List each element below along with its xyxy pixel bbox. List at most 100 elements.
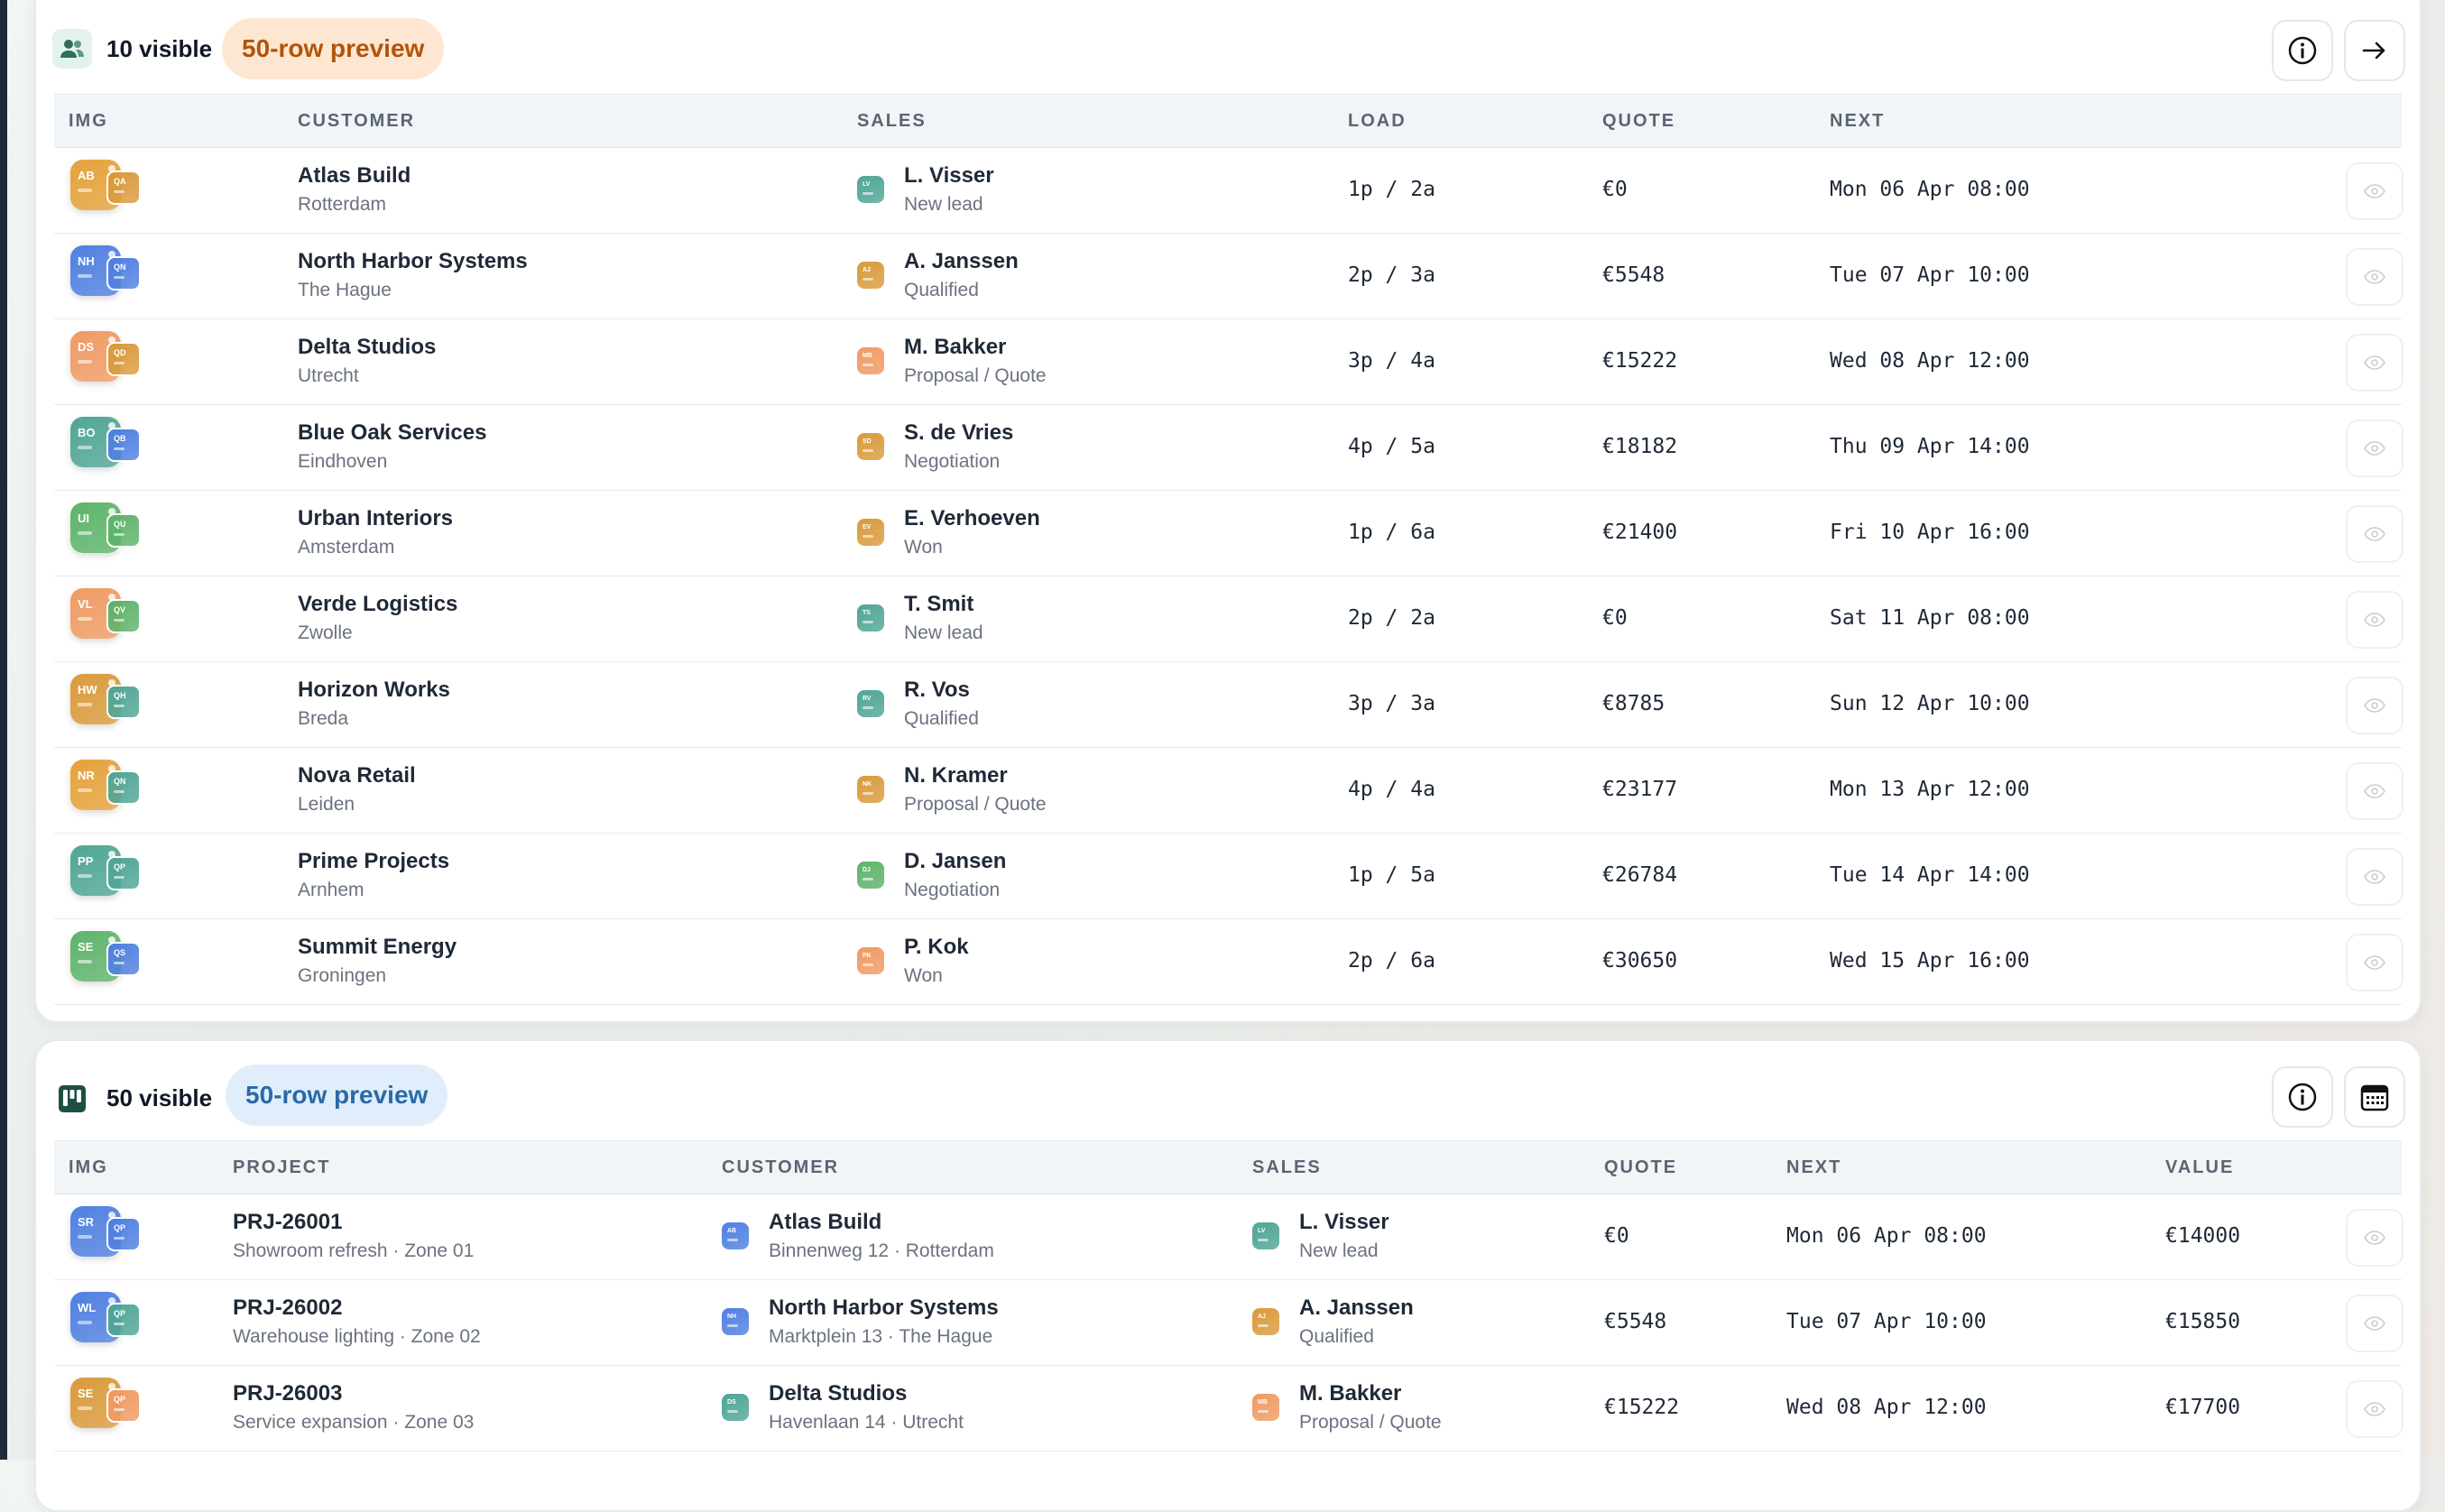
column-header-customer[interactable]: CUSTOMER	[722, 1157, 840, 1177]
customer-name[interactable]: Blue Oak Services	[298, 420, 487, 445]
view-row-button[interactable]	[2346, 677, 2403, 734]
column-header-img: IMG	[69, 111, 108, 131]
thumbnail-secondary-badge: QP	[106, 1303, 141, 1337]
table-row[interactable]: SE QS Summit Energy Groningen PK P. Kok Won 2p …	[54, 918, 2403, 1005]
view-row-button[interactable]	[2346, 334, 2403, 392]
thumbnail-secondary-subline	[114, 533, 125, 536]
row-thumbnail[interactable]: AB QA	[70, 160, 146, 219]
table-row[interactable]: UI QU Urban Interiors Amsterdam EV E. Verhoev…	[54, 490, 2403, 576]
customer-name[interactable]: North Harbor Systems	[769, 1295, 999, 1320]
row-thumbnail[interactable]: PP QP	[70, 845, 146, 905]
info-button[interactable]	[2272, 1066, 2333, 1128]
row-thumbnail[interactable]: VL QV	[70, 588, 146, 648]
sales-rep-avatar: LV	[1252, 1222, 1279, 1249]
row-thumbnail[interactable]: SR QP	[70, 1206, 146, 1266]
customer-name[interactable]: Delta Studios	[298, 335, 437, 359]
table-row[interactable]: PP QP Prime Projects Arnhem DJ D. Jansen Negot…	[54, 833, 2403, 919]
view-row-button[interactable]	[2346, 248, 2403, 306]
project-code[interactable]: PRJ-26003	[233, 1381, 343, 1406]
calendar-button[interactable]	[2344, 1066, 2405, 1128]
thumbnail-secondary-badge: QD	[106, 342, 141, 376]
customer-name[interactable]: Nova Retail	[298, 763, 416, 788]
thumbnail-secondary-initials: QP	[114, 1309, 126, 1318]
thumbnail-primary-subline	[78, 189, 92, 192]
preview-badge[interactable]: 50-row preview	[226, 1065, 448, 1126]
eye-icon	[2364, 1316, 2385, 1331]
column-header-customer[interactable]: CUSTOMER	[298, 111, 416, 131]
column-header-quote[interactable]: QUOTE	[1604, 1157, 1678, 1177]
row-thumbnail[interactable]: NR QN	[70, 760, 146, 819]
info-icon	[2288, 36, 2317, 65]
preview-badge[interactable]: 50-row preview	[222, 18, 445, 79]
table-row[interactable]: WL QP PRJ-26002 Warehouse lighting · Zone 0…	[54, 1279, 2403, 1366]
row-thumbnail[interactable]: DS QD	[70, 331, 146, 391]
quote-value: €0	[1604, 1224, 1629, 1248]
view-row-button[interactable]	[2346, 848, 2403, 906]
open-customers-button[interactable]	[2344, 20, 2405, 81]
table-row[interactable]: AB QA Atlas Build Rotterdam LV L. Visser New l…	[54, 147, 2403, 234]
customer-name[interactable]: Delta Studios	[769, 1381, 908, 1406]
projects-table-header: IMG PROJECT CUSTOMER SALES QUOTE NEXT VA…	[54, 1140, 2402, 1194]
quote-value: €23177	[1602, 778, 1678, 801]
deal-stage: Qualified	[1299, 1326, 1374, 1347]
table-row[interactable]: NH QN North Harbor Systems The Hague AJ A. Ja…	[54, 233, 2403, 319]
view-row-button[interactable]	[2346, 505, 2403, 563]
customer-name[interactable]: Atlas Build	[769, 1210, 882, 1234]
column-header-value[interactable]: VALUE	[2165, 1157, 2235, 1177]
quote-value: €21400	[1602, 521, 1678, 544]
view-row-button[interactable]	[2346, 1295, 2403, 1352]
column-header-next[interactable]: NEXT	[1786, 1157, 1842, 1177]
load-value: 2p / 2a	[1348, 606, 1435, 630]
column-header-sales[interactable]: SALES	[857, 111, 927, 131]
table-row[interactable]: SR QP PRJ-26001 Showroom refresh · Zone 01 A…	[54, 1194, 2403, 1280]
deal-stage: New lead	[904, 194, 983, 215]
customer-name[interactable]: Horizon Works	[298, 678, 450, 702]
customer-name[interactable]: Atlas Build	[298, 163, 411, 188]
view-row-button[interactable]	[2346, 762, 2403, 820]
view-row-button[interactable]	[2346, 419, 2403, 477]
thumbnail-status-dot	[108, 594, 115, 601]
row-thumbnail[interactable]: WL QP	[70, 1292, 146, 1351]
column-header-project[interactable]: PROJECT	[233, 1157, 331, 1177]
column-header-sales[interactable]: SALES	[1252, 1157, 1322, 1177]
customer-name[interactable]: North Harbor Systems	[298, 249, 528, 273]
row-thumbnail[interactable]: BO QB	[70, 417, 146, 476]
view-row-button[interactable]	[2346, 591, 2403, 649]
project-code[interactable]: PRJ-26001	[233, 1210, 343, 1234]
customer-name[interactable]: Summit Energy	[298, 935, 457, 959]
next-appointment: Mon 13 Apr 12:00	[1830, 778, 2030, 801]
sales-rep-name: A. Janssen	[904, 249, 1019, 273]
view-row-button[interactable]	[2346, 162, 2403, 220]
view-row-button[interactable]	[2346, 1380, 2403, 1438]
project-code[interactable]: PRJ-26002	[233, 1295, 343, 1320]
thumbnail-primary-initials: WL	[78, 1301, 97, 1314]
table-row[interactable]: DS QD Delta Studios Utrecht MB M. Bakker Propo…	[54, 318, 2403, 405]
customer-name[interactable]: Urban Interiors	[298, 506, 454, 530]
row-thumbnail[interactable]: UI QU	[70, 502, 146, 562]
table-row[interactable]: VL QV Verde Logistics Zwolle TS T. Smit New le…	[54, 576, 2403, 662]
row-thumbnail[interactable]: HW QH	[70, 674, 146, 733]
eye-icon	[2364, 784, 2385, 798]
row-thumbnail[interactable]: SE QP	[70, 1378, 146, 1437]
table-row[interactable]: BO QB Blue Oak Services Eindhoven SD S. de Vr…	[54, 404, 2403, 491]
projects-panel: 50 visible 50-row preview IMG PROJECT CU…	[34, 1039, 2422, 1512]
column-header-quote[interactable]: QUOTE	[1602, 111, 1676, 131]
row-thumbnail[interactable]: SE QS	[70, 931, 146, 991]
thumbnail-secondary-subline	[114, 362, 125, 364]
customer-name[interactable]: Verde Logistics	[298, 592, 458, 616]
info-button[interactable]	[2272, 20, 2333, 81]
next-appointment: Sun 12 Apr 10:00	[1830, 692, 2030, 715]
view-row-button[interactable]	[2346, 1209, 2403, 1267]
column-header-load[interactable]: LOAD	[1348, 111, 1407, 131]
row-thumbnail[interactable]: NH QN	[70, 245, 146, 305]
table-row[interactable]: NR QN Nova Retail Leiden NK N. Kramer Proposal…	[54, 747, 2403, 834]
column-header-next[interactable]: NEXT	[1830, 111, 1886, 131]
thumbnail-primary-subline	[78, 360, 92, 364]
thumbnail-primary-initials: DS	[78, 340, 95, 354]
view-row-button[interactable]	[2346, 934, 2403, 991]
thumbnail-secondary-initials: QP	[114, 1223, 126, 1232]
table-row[interactable]: SE QP PRJ-26003 Service expansion · Zone 03…	[54, 1365, 2403, 1452]
thumbnail-status-dot	[108, 508, 115, 515]
table-row[interactable]: HW QH Horizon Works Breda RV R. Vos Qualified 3…	[54, 661, 2403, 748]
customer-name[interactable]: Prime Projects	[298, 849, 450, 873]
